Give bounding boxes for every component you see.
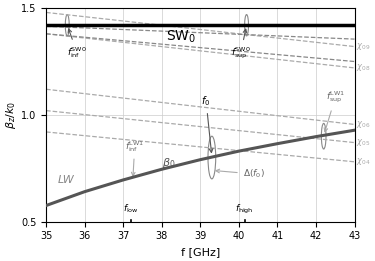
Text: $\mathrm{SW}_0$: $\mathrm{SW}_0$ bbox=[166, 28, 196, 45]
Text: $f_0$: $f_0$ bbox=[201, 94, 213, 152]
Text: $f_{\rm inf}^{\rm LW1}$: $f_{\rm inf}^{\rm LW1}$ bbox=[125, 139, 144, 176]
Text: $\chi_{08}$: $\chi_{08}$ bbox=[357, 62, 371, 73]
Text: $f_{\rm inf}^{\rm SW0}$: $f_{\rm inf}^{\rm SW0}$ bbox=[67, 29, 87, 60]
Text: $f_{\rm low}$: $f_{\rm low}$ bbox=[123, 203, 139, 215]
Text: $\chi_{09}$: $\chi_{09}$ bbox=[357, 41, 371, 52]
Text: $\Delta(f_0)$: $\Delta(f_0)$ bbox=[216, 168, 264, 180]
Text: $f_{\rm high}$: $f_{\rm high}$ bbox=[236, 203, 254, 216]
Text: $\chi_{06}$: $\chi_{06}$ bbox=[357, 119, 371, 130]
X-axis label: f [GHz]: f [GHz] bbox=[181, 247, 220, 257]
Y-axis label: $\beta_z/k_0$: $\beta_z/k_0$ bbox=[4, 101, 18, 129]
Text: $f_{\rm sup}^{\rm SW0}$: $f_{\rm sup}^{\rm SW0}$ bbox=[231, 29, 251, 61]
Text: $\chi_{04}$: $\chi_{04}$ bbox=[357, 156, 371, 167]
Text: $f_{\rm sup}^{\rm LW1}$: $f_{\rm sup}^{\rm LW1}$ bbox=[324, 90, 345, 132]
Text: $\beta_0$: $\beta_0$ bbox=[162, 156, 175, 170]
Text: $\chi_{05}$: $\chi_{05}$ bbox=[357, 137, 371, 148]
Text: LW: LW bbox=[58, 175, 74, 185]
